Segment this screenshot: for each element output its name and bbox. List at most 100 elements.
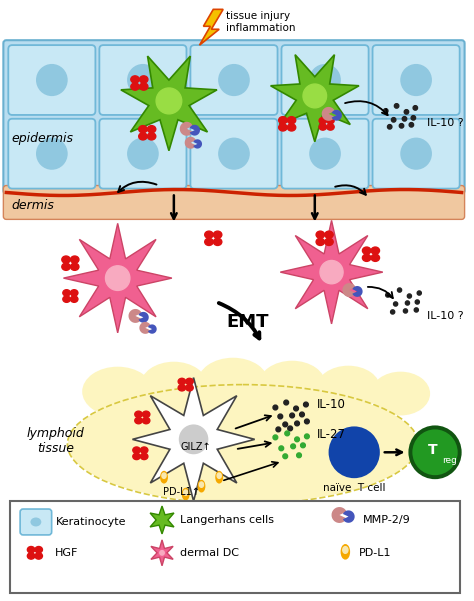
FancyBboxPatch shape bbox=[8, 119, 95, 189]
Ellipse shape bbox=[205, 231, 213, 238]
Ellipse shape bbox=[387, 124, 392, 129]
Ellipse shape bbox=[327, 124, 334, 130]
Ellipse shape bbox=[325, 238, 333, 245]
Ellipse shape bbox=[273, 435, 278, 440]
Ellipse shape bbox=[133, 447, 140, 453]
Ellipse shape bbox=[161, 472, 167, 483]
FancyBboxPatch shape bbox=[3, 186, 465, 219]
Ellipse shape bbox=[319, 118, 327, 124]
Ellipse shape bbox=[386, 293, 390, 297]
Ellipse shape bbox=[139, 83, 148, 90]
Ellipse shape bbox=[36, 138, 68, 169]
Ellipse shape bbox=[106, 266, 130, 290]
Ellipse shape bbox=[62, 256, 70, 263]
Ellipse shape bbox=[139, 76, 148, 83]
Ellipse shape bbox=[399, 124, 404, 128]
Polygon shape bbox=[280, 221, 383, 324]
Ellipse shape bbox=[304, 419, 309, 424]
Ellipse shape bbox=[327, 118, 334, 124]
Ellipse shape bbox=[186, 385, 193, 391]
Polygon shape bbox=[150, 506, 174, 534]
Ellipse shape bbox=[301, 443, 305, 448]
Ellipse shape bbox=[156, 88, 182, 114]
Text: Langerhans cells: Langerhans cells bbox=[180, 515, 274, 525]
Ellipse shape bbox=[400, 64, 432, 96]
FancyBboxPatch shape bbox=[191, 45, 278, 115]
Ellipse shape bbox=[216, 472, 222, 483]
Ellipse shape bbox=[343, 546, 348, 554]
Ellipse shape bbox=[284, 400, 289, 405]
Ellipse shape bbox=[142, 411, 150, 418]
Ellipse shape bbox=[405, 301, 410, 305]
Ellipse shape bbox=[413, 106, 418, 110]
Ellipse shape bbox=[325, 231, 333, 238]
Ellipse shape bbox=[276, 427, 281, 432]
Wedge shape bbox=[332, 110, 342, 121]
Ellipse shape bbox=[147, 126, 156, 133]
Ellipse shape bbox=[283, 454, 288, 459]
Polygon shape bbox=[271, 55, 359, 142]
Ellipse shape bbox=[409, 123, 414, 127]
Ellipse shape bbox=[71, 296, 78, 302]
Ellipse shape bbox=[316, 238, 325, 245]
Ellipse shape bbox=[404, 109, 409, 114]
Ellipse shape bbox=[303, 402, 308, 407]
Ellipse shape bbox=[407, 294, 411, 298]
Ellipse shape bbox=[309, 64, 341, 96]
Ellipse shape bbox=[135, 418, 142, 424]
Ellipse shape bbox=[200, 482, 203, 487]
Ellipse shape bbox=[178, 385, 186, 391]
Ellipse shape bbox=[371, 371, 430, 415]
Ellipse shape bbox=[288, 426, 292, 431]
Ellipse shape bbox=[217, 473, 221, 478]
FancyBboxPatch shape bbox=[100, 45, 186, 115]
Ellipse shape bbox=[398, 288, 401, 292]
Ellipse shape bbox=[278, 414, 283, 419]
Ellipse shape bbox=[63, 296, 70, 302]
FancyBboxPatch shape bbox=[373, 119, 460, 189]
FancyBboxPatch shape bbox=[191, 119, 278, 189]
Ellipse shape bbox=[63, 290, 70, 296]
Text: dermal DC: dermal DC bbox=[180, 548, 239, 558]
Ellipse shape bbox=[205, 238, 213, 245]
Text: EMT: EMT bbox=[226, 313, 269, 331]
Ellipse shape bbox=[294, 406, 299, 411]
Ellipse shape bbox=[213, 238, 222, 245]
Ellipse shape bbox=[371, 254, 380, 261]
FancyBboxPatch shape bbox=[8, 45, 95, 115]
Ellipse shape bbox=[412, 429, 458, 475]
Ellipse shape bbox=[363, 254, 371, 261]
Wedge shape bbox=[180, 122, 193, 136]
FancyBboxPatch shape bbox=[373, 45, 460, 115]
Ellipse shape bbox=[68, 386, 418, 503]
Wedge shape bbox=[322, 107, 335, 121]
Ellipse shape bbox=[162, 473, 166, 478]
Ellipse shape bbox=[402, 117, 407, 121]
Ellipse shape bbox=[27, 546, 35, 553]
Ellipse shape bbox=[27, 553, 35, 559]
Polygon shape bbox=[200, 10, 223, 45]
Text: lymphoid
tissue: lymphoid tissue bbox=[27, 427, 84, 456]
Ellipse shape bbox=[400, 138, 432, 169]
Text: naïve  T cell: naïve T cell bbox=[323, 483, 385, 493]
Ellipse shape bbox=[213, 231, 222, 238]
Ellipse shape bbox=[392, 118, 396, 122]
Ellipse shape bbox=[411, 115, 416, 120]
Wedge shape bbox=[185, 137, 196, 148]
Ellipse shape bbox=[320, 260, 343, 284]
Ellipse shape bbox=[135, 411, 142, 418]
Ellipse shape bbox=[127, 64, 159, 96]
Ellipse shape bbox=[35, 553, 43, 559]
Text: MMP-2/9: MMP-2/9 bbox=[363, 515, 411, 525]
Ellipse shape bbox=[316, 365, 380, 412]
Ellipse shape bbox=[198, 358, 268, 407]
Wedge shape bbox=[138, 312, 149, 323]
Ellipse shape bbox=[139, 126, 147, 133]
Text: Keratinocyte: Keratinocyte bbox=[55, 517, 126, 527]
Ellipse shape bbox=[127, 138, 159, 169]
Ellipse shape bbox=[139, 133, 147, 140]
Ellipse shape bbox=[283, 422, 288, 427]
Ellipse shape bbox=[140, 447, 148, 453]
Ellipse shape bbox=[279, 124, 287, 131]
Ellipse shape bbox=[414, 308, 419, 312]
